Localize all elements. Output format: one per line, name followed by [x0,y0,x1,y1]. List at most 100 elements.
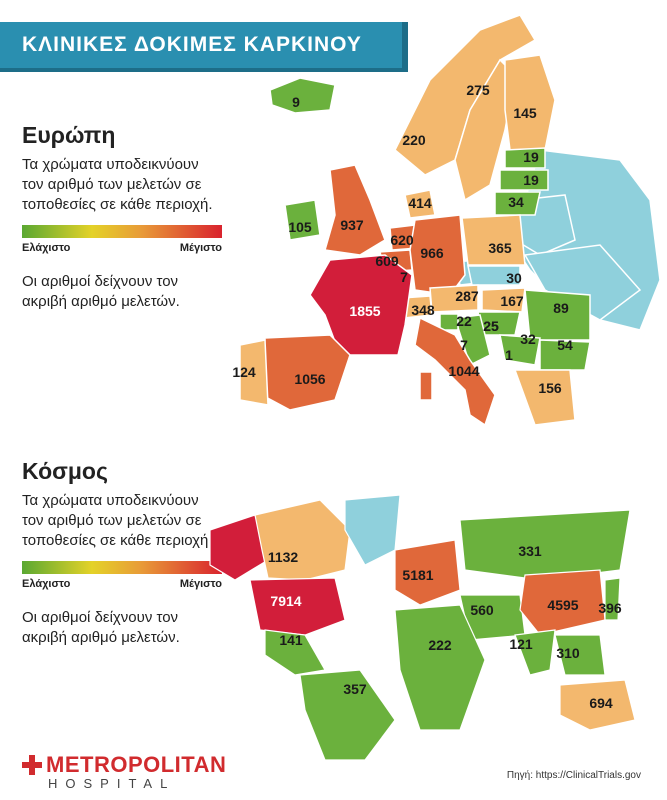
europe-label-hungary: 25 [483,318,499,334]
world-label-india: 121 [509,636,533,652]
world-russia [459,509,631,581]
europe-label-serbia: 32 [520,331,536,347]
europe-label-bulgaria: 54 [557,337,573,353]
world-greenland [344,494,401,566]
europe-label-ireland: 105 [288,219,312,235]
europe-label-poland: 365 [488,240,512,256]
europe-label-czechia: 30 [506,270,522,286]
region-croatia [454,314,491,367]
world-label-africa: 222 [428,637,452,653]
europe-label-croatia: 25 [483,318,499,334]
region-slovenia [439,313,459,331]
europe-label-lithuania: 34 [508,194,524,210]
world-japan [604,577,621,621]
region-france [309,254,413,356]
europe-label-estonia: 19 [523,149,539,165]
world-label-se_asia: 310 [556,645,580,661]
world-color-scale [22,561,222,574]
world-australia [559,679,636,731]
region-finland [504,54,556,151]
europe-label-luxembourg: 7 [400,269,408,285]
region-ukraine-nodata [523,244,642,321]
europe-legend-max: Μέγιστο [179,242,222,254]
world-label-russia: 331 [518,543,542,559]
source-credit: Πηγή: https://ClinicalTrials.gov [506,770,641,781]
title-banner: ΚΛΙΝΙΚΕΣ ΔΟΚΙΜΕΣ ΚΑΡΚΙΝΟΥ [0,22,408,72]
region-czechia [467,265,521,286]
europe-label-switzerland: 348 [411,302,435,318]
region-norway [394,14,537,176]
europe-label-sweden: 220 [402,132,426,148]
region-uk [324,164,386,256]
europe-label-slovenia: 22 [456,313,472,329]
world-label-japan: 396 [598,600,622,616]
europe-label-bosnia: 7 [460,337,468,353]
europe-color-scale [22,225,222,238]
world-canada [254,499,351,581]
logo-sub-text: HOSPITAL [48,776,176,791]
europe-label-germany: 966 [420,245,444,261]
region-poland [461,214,526,266]
europe-label-uk: 937 [340,217,364,233]
world-label-middle_east: 560 [470,602,494,618]
world-label-china: 4595 [547,597,578,613]
world-heading: Κόσμος [22,458,108,484]
europe-label-slovakia: 167 [500,293,524,309]
europe-label-iceland: 9 [292,94,300,110]
europe-legend-min: Ελάχιστο [22,242,71,254]
europe-label-spain: 1056 [294,371,325,387]
world-map: 1132 7914 141 357 5181 331 560 222 121 4595 396 310… [209,494,636,760]
world-label-australia: 694 [589,695,613,711]
europe-label-montenegro: 1 [505,347,513,363]
world-label-canada: 1132 [268,549,299,565]
hospital-logo: METROPOLITAN HOSPITAL [22,752,226,791]
region-latvia [499,169,549,191]
world-label-mexico: 141 [279,632,303,648]
page-title: ΚΛΙΝΙΚΕΣ ΔΟΚΙΜΕΣ ΚΑΡΚΙΝΟΥ [22,33,362,56]
region-denmark [404,189,436,219]
europe-label-latvia: 19 [523,172,539,188]
europe-note: Οι αριθμοί δείχνουν τον ακριβή αριθμό με… [22,273,180,310]
medical-cross-icon [22,755,42,775]
region-italy [414,316,496,427]
europe-label-romania: 89 [553,300,569,316]
world-legend-panel: Κόσμος Τα χρώματα υποδεικνύουν τον αριθμ… [22,458,222,648]
europe-legend-panel: Ευρώπη Τα χρώματα υποδεικνύουν τον αριθμ… [22,122,222,312]
world-label-south_america: 357 [343,681,367,697]
europe-heading: Ευρώπη [22,122,116,148]
world-china [519,569,606,636]
region-estonia [504,147,546,169]
region-sardinia [419,371,433,401]
world-description: Τα χρώματα υποδεικνύουν τον αριθμό των μ… [22,492,213,549]
world-south-america [299,669,396,760]
world-europe [394,539,461,606]
world-alaska [209,514,269,581]
logo-main-text: METROPOLITAN [46,752,227,777]
region-greece [513,369,576,426]
world-label-usa: 7914 [270,593,301,609]
region-bulgaria [539,339,591,371]
world-legend-max: Μέγιστο [179,578,222,590]
europe-label-austria: 287 [455,288,479,304]
region-ireland [284,199,321,241]
europe-label-france: 1855 [349,303,380,319]
europe-label-denmark: 414 [408,195,432,211]
region-slovakia [481,287,526,313]
europe-label-norway: 275 [466,82,490,98]
world-note: Οι αριθμοί δείχνουν τον ακριβή αριθμό με… [22,609,180,646]
world-usa [249,577,346,636]
world-legend-min: Ελάχιστο [22,578,71,590]
europe-label-belgium: 609 [375,253,399,269]
region-lithuania [494,191,541,216]
europe-label-netherlands: 620 [390,232,414,248]
europe-label-portugal: 124 [232,364,256,380]
region-portugal [239,339,269,406]
europe-label-italy: 1044 [448,363,479,379]
world-mexico [264,629,326,676]
region-serbia [499,334,541,366]
world-label-europe: 5181 [402,567,433,583]
europe-description: Τα χρώματα υποδεικνύουν τον αριθμό των μ… [22,156,213,213]
region-romania [524,289,591,341]
europe-label-finland: 145 [513,105,537,121]
